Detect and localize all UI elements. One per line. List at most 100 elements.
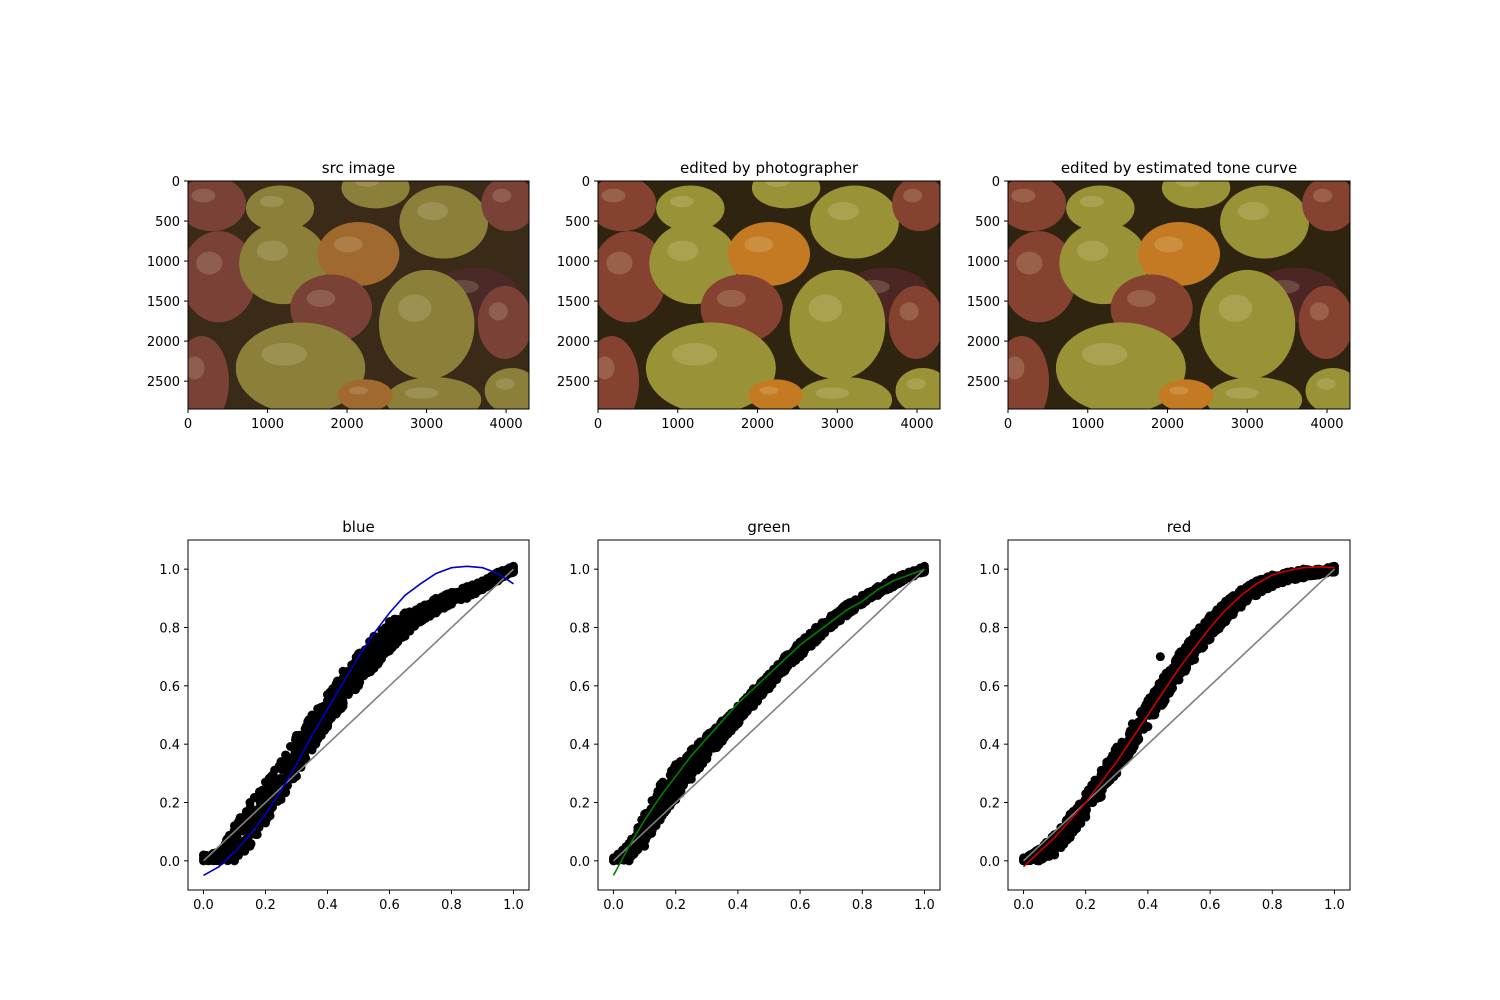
scatter-point	[400, 631, 410, 641]
scatter-point	[408, 619, 418, 629]
scatter-point	[764, 676, 774, 686]
scatter-point	[671, 760, 681, 770]
x-tick-label: 4000	[900, 417, 933, 432]
scatter-point	[431, 593, 441, 603]
x-tick-label: 0.8	[441, 898, 462, 913]
olive-highlight	[488, 302, 508, 321]
x-tick-label: 0	[184, 417, 192, 432]
x-tick-label: 0	[1004, 417, 1012, 432]
olive-highlight	[261, 342, 308, 366]
scatter-point	[230, 856, 239, 866]
scatter-point	[431, 608, 441, 618]
olive	[235, 322, 366, 409]
y-tick-label: 0.8	[979, 622, 1000, 637]
y-tick-label: 0	[172, 175, 180, 190]
olive	[188, 336, 229, 409]
scatter-point	[369, 631, 379, 641]
scatter-point	[323, 690, 332, 700]
olive	[188, 181, 246, 232]
scatter-point	[1174, 649, 1184, 659]
scatter-point	[702, 730, 712, 740]
scatter-point	[811, 623, 821, 632]
x-tick-label: 1.0	[1324, 898, 1345, 913]
x-tick-label: 0.4	[317, 898, 338, 913]
scatter-point	[1158, 672, 1168, 682]
y-tick-label: 1000	[967, 255, 1000, 270]
tone-curve-chart-1: green 0.0 0.2 0.4 0.6 0.8 1.0 0.0 0.2 0.4 0.6 0.8 1.…	[569, 518, 941, 913]
scatter-point	[276, 776, 286, 786]
tone-curve-chart-0: blue 0.0 0.2 0.4 0.6 0.8 1.0 0.0 0.2 0.4 0.6 0.8 1.0	[159, 518, 530, 913]
olive	[317, 222, 400, 286]
scatter-point	[857, 590, 867, 600]
olive-highlight	[1008, 356, 1025, 380]
scatter-point	[717, 726, 727, 736]
y-tick-label: 0.0	[979, 855, 1000, 870]
olive-highlight	[1169, 386, 1189, 395]
tone-curve-chart-2: red 0.0 0.2 0.4 0.6 0.8 1.0 0.0 0.2 0.4 0.6 0.8 1.0	[979, 518, 1351, 913]
scatter-point	[1181, 644, 1191, 654]
x-tick-label: 0.4	[1138, 898, 1159, 913]
olive	[385, 377, 482, 409]
scatter-point	[462, 582, 472, 592]
y-tick-label: 0.4	[569, 738, 590, 753]
scatter-point	[1228, 609, 1238, 619]
olive-highlight	[404, 387, 439, 399]
olive-highlight	[903, 188, 923, 203]
scatter-point	[1166, 679, 1176, 689]
scatter-point	[1236, 602, 1246, 612]
scatter-point	[338, 666, 348, 676]
olive	[1008, 336, 1050, 409]
scatter-point	[655, 815, 665, 825]
y-tick-label: 1000	[147, 255, 180, 270]
scatter-point	[1190, 628, 1200, 638]
scatter-point	[686, 774, 696, 784]
scatter-point	[686, 760, 696, 770]
scatter-point	[470, 589, 480, 599]
identity-line	[612, 568, 926, 862]
y-tick-label: 2000	[557, 335, 590, 350]
y-tick-label: 0.8	[569, 622, 590, 637]
plot-area	[1019, 561, 1339, 868]
image-frame	[1007, 180, 1351, 410]
scatter-point	[667, 786, 677, 796]
y-tick-label: 2500	[147, 375, 180, 390]
x-tick-label: 0.6	[1200, 898, 1221, 913]
olive-highlight	[601, 188, 626, 203]
scatter-point	[323, 722, 332, 732]
y-tick-label: 0.2	[159, 797, 180, 812]
image-frame	[187, 180, 530, 410]
scatter-point	[811, 637, 821, 647]
scatter-point	[702, 754, 712, 764]
scatter-point	[301, 733, 311, 743]
image-panel-2: edited by estimated tone curve 0 1000 2000 3…	[967, 159, 1351, 432]
scatter-point	[640, 841, 650, 851]
y-tick-label: 2500	[557, 375, 590, 390]
olive	[484, 367, 529, 409]
scatter-point	[385, 617, 394, 627]
olive	[727, 222, 811, 286]
scatter-point	[276, 757, 286, 767]
scatter-point	[265, 806, 275, 816]
y-tick-label: 0.6	[159, 680, 180, 695]
olive-highlight	[1316, 378, 1336, 390]
scatter-point	[261, 777, 270, 787]
y-tick-label: 2000	[147, 335, 180, 350]
olive	[1137, 222, 1221, 286]
scatter-point	[1243, 593, 1253, 603]
olive	[598, 336, 640, 409]
x-tick-label: 1.0	[914, 898, 935, 913]
scatter-point	[671, 777, 681, 787]
scatter-point	[307, 745, 317, 755]
olive	[598, 231, 667, 323]
scatter-point	[1058, 831, 1068, 841]
olive-highlight	[333, 236, 363, 253]
scatter-point	[509, 561, 518, 571]
scatter-point	[764, 684, 774, 694]
y-tick-label: 0.2	[979, 797, 1000, 812]
olive-highlight	[417, 201, 449, 221]
olive-highlight	[306, 289, 336, 307]
scatter-point	[478, 576, 487, 586]
scatter-point	[1221, 606, 1231, 616]
olive	[1298, 285, 1350, 359]
x-tick-label: 0.0	[1013, 898, 1034, 913]
